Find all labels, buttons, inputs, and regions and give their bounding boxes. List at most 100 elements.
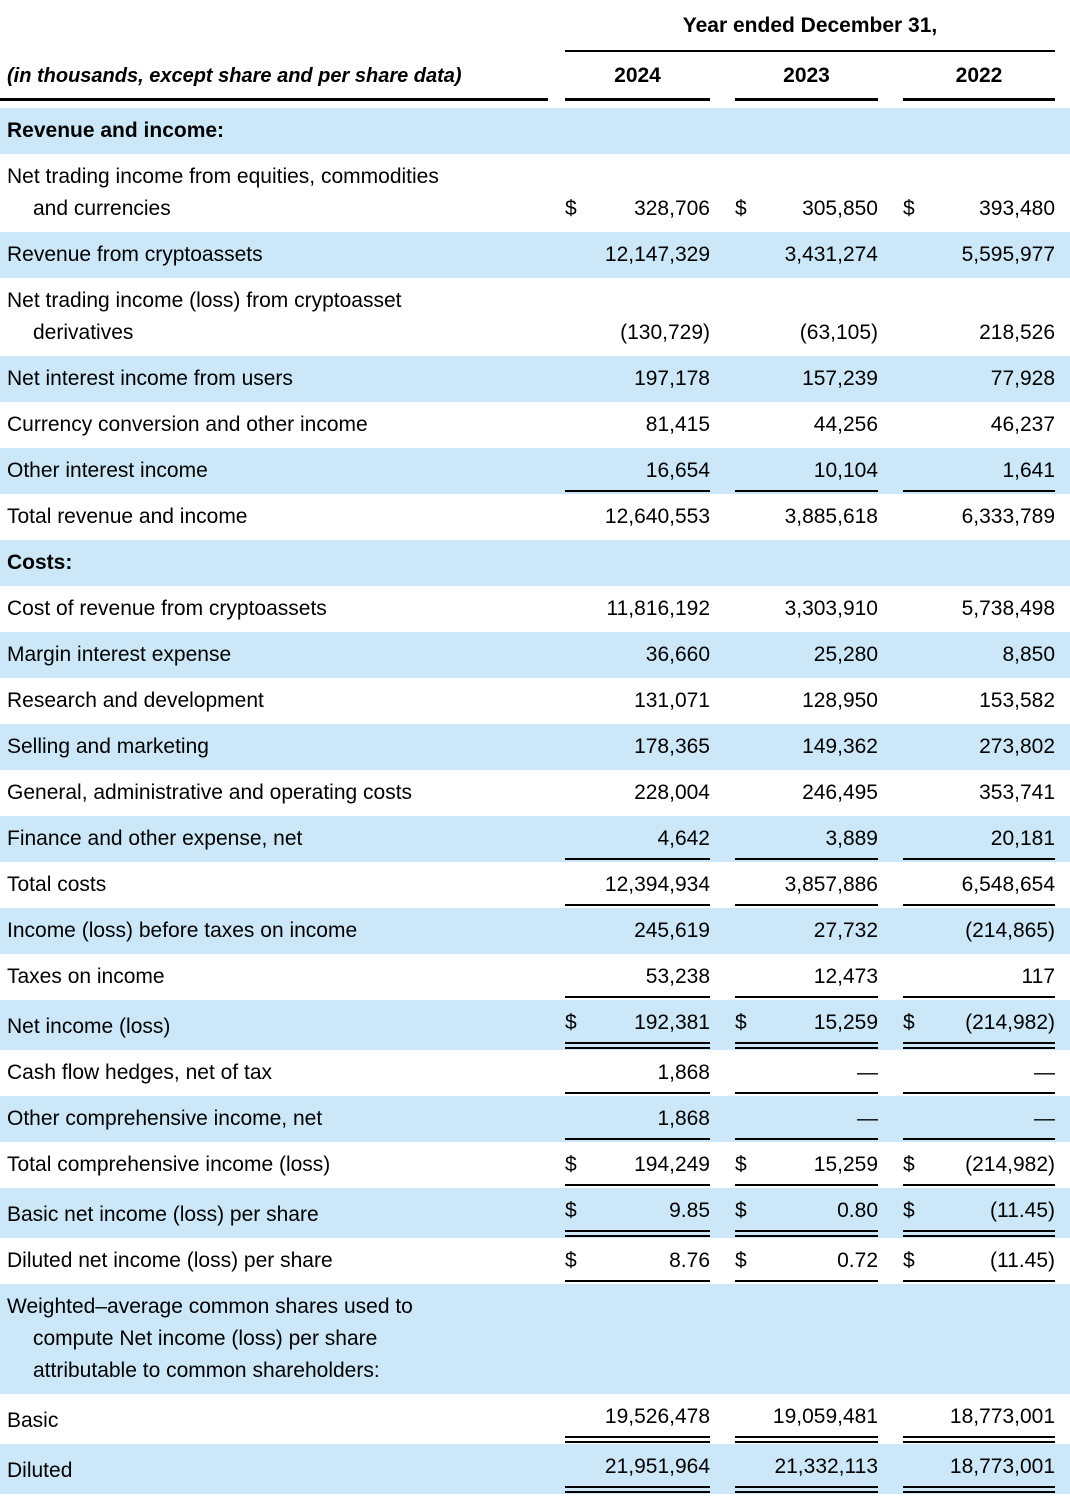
value-cell: 245,619 xyxy=(552,908,710,954)
cell-value: 128,950 xyxy=(802,689,878,712)
value-line: 46,237 xyxy=(903,409,1055,441)
value-cell: 6,333,789 xyxy=(878,494,1070,540)
cell-value: (130,729) xyxy=(620,321,710,344)
table-row: Costs: xyxy=(0,540,1070,586)
value-line: — xyxy=(735,1057,878,1094)
table-row: Revenue from cryptoassets 12,147,329 3,431… xyxy=(0,232,1070,278)
row-label-cell: Net trading income from equities, commod… xyxy=(0,154,552,232)
value-cell: 157,239 xyxy=(710,356,878,402)
value-line: 149,362 xyxy=(735,731,878,763)
value-cell: 228,004 xyxy=(552,770,710,816)
value-cell: 46,237 xyxy=(878,402,1070,448)
value-cell: 36,660 xyxy=(552,632,710,678)
header-spacer xyxy=(0,14,552,52)
value-line: 128,950 xyxy=(735,685,878,717)
value-cell: — xyxy=(878,1050,1070,1096)
value-line: 4,642 xyxy=(565,823,710,860)
value-cell: $0.80 xyxy=(710,1188,878,1238)
row-label: Net income (loss) xyxy=(7,1015,171,1038)
table-row: Net trading income (loss) from cryptoass… xyxy=(0,278,1070,356)
value-cell: 6,548,654 xyxy=(878,862,1070,908)
cell-value: 3,431,274 xyxy=(784,243,878,266)
value-line: 36,660 xyxy=(565,639,710,671)
value-cell: 21,951,964 xyxy=(552,1444,710,1494)
value-cell: 81,415 xyxy=(552,402,710,448)
row-label: Revenue and income: xyxy=(7,119,225,142)
cell-value: 46,237 xyxy=(990,413,1056,436)
row-label-cell: Diluted xyxy=(0,1444,552,1494)
value-line: 6,333,789 xyxy=(903,501,1055,533)
cell-value: 21,332,113 xyxy=(774,1455,878,1478)
value-cell: 4,642 xyxy=(552,816,710,862)
cell-value: 9.85 xyxy=(669,1199,710,1222)
value-cell: $393,480 xyxy=(878,154,1070,232)
table-row: Net income (loss) $192,381 $15,259 $ (214,98… xyxy=(0,1000,1070,1050)
value-line: $9.85 xyxy=(565,1195,710,1237)
cell-value: 15,259 xyxy=(813,1153,878,1176)
cell-value: 18,773,001 xyxy=(949,1405,1056,1428)
value-cell: $194,249 xyxy=(552,1142,710,1188)
value-cell: 25,280 xyxy=(710,632,878,678)
row-label: Total revenue and income xyxy=(7,505,248,528)
value-line: $15,259 xyxy=(735,1007,878,1049)
table-row: Diluted net income (loss) per share $8.76… xyxy=(0,1238,1070,1284)
value-cell: 1,868 xyxy=(552,1050,710,1096)
value-cell: $15,259 xyxy=(710,1142,878,1188)
value-cell: 19,059,481 xyxy=(710,1394,878,1444)
currency-symbol: $ xyxy=(903,1249,915,1272)
value-cell: 27,732 xyxy=(710,908,878,954)
value-line: (214,865) xyxy=(903,915,1055,947)
table-row: Finance and other expense, net 4,642 3,889… xyxy=(0,816,1070,862)
cell-value: 12,473 xyxy=(813,965,878,988)
table-row: Weighted–average common shares used to c… xyxy=(0,1284,1070,1394)
value-cell: 10,104 xyxy=(710,448,878,494)
row-label-cell: Total comprehensive income (loss) xyxy=(0,1142,552,1188)
value-line: 246,495 xyxy=(735,777,878,809)
value-line: 131,071 xyxy=(565,685,710,717)
cell-value: 6,333,789 xyxy=(961,505,1056,528)
value-cell xyxy=(878,1284,1070,1394)
value-cell: 178,365 xyxy=(552,724,710,770)
row-label: Currency conversion and other income xyxy=(7,413,368,436)
table-row: Other interest income 16,654 10,104 1,641 xyxy=(0,448,1070,494)
value-cell: 8,850 xyxy=(878,632,1070,678)
value-cell: 16,654 xyxy=(552,448,710,494)
value-cell: 5,595,977 xyxy=(878,232,1070,278)
table-body: Revenue and income: Net trading income fr… xyxy=(0,108,1070,1494)
row-label-cell: Basic xyxy=(0,1394,552,1444)
cell-value: 27,732 xyxy=(813,919,878,942)
cell-value: 305,850 xyxy=(802,197,878,220)
header-gap xyxy=(0,101,1070,108)
cell-value: 1,868 xyxy=(657,1061,710,1084)
value-line: 1,641 xyxy=(903,455,1056,492)
value-line: 44,256 xyxy=(735,409,878,441)
table-row: Currency conversion and other income 81,4… xyxy=(0,402,1070,448)
row-label: General, administrative and operating co… xyxy=(7,781,413,804)
cell-value: 12,394,934 xyxy=(604,873,710,896)
value-line: 18,773,001 xyxy=(903,1451,1056,1493)
table-row: Net interest income from users 197,178 157… xyxy=(0,356,1070,402)
table-row: General, administrative and operating co… xyxy=(0,770,1070,816)
cell-value: 3,885,618 xyxy=(784,505,878,528)
row-label: Other interest income xyxy=(7,459,208,482)
row-label: Net trading income from equities, commod… xyxy=(7,165,439,220)
period-header-row: Year ended December 31, xyxy=(0,14,1070,52)
cell-value: 328,706 xyxy=(634,197,710,220)
value-line: $0.80 xyxy=(735,1195,878,1237)
row-label-cell: Diluted net income (loss) per share xyxy=(0,1238,552,1284)
value-line: $15,259 xyxy=(735,1149,878,1186)
value-cell: 21,332,113 xyxy=(710,1444,878,1494)
income-statement-table: Year ended December 31, (in thousands, e… xyxy=(0,14,1070,1494)
value-cell: 197,178 xyxy=(552,356,710,402)
row-label-cell: Selling and marketing xyxy=(0,724,552,770)
currency-symbol: $ xyxy=(903,1011,915,1034)
row-label: Costs: xyxy=(7,551,73,574)
row-label-cell: Margin interest expense xyxy=(0,632,552,678)
cell-value: 36,660 xyxy=(645,643,710,666)
row-label: Finance and other expense, net xyxy=(7,827,303,850)
row-label: Research and development xyxy=(7,689,264,712)
table-row: Other comprehensive income, net 1,868 — — xyxy=(0,1096,1070,1142)
cell-value: 117 xyxy=(1021,965,1056,988)
value-cell: 18,773,001 xyxy=(878,1394,1070,1444)
row-label-cell: Finance and other expense, net xyxy=(0,816,552,862)
